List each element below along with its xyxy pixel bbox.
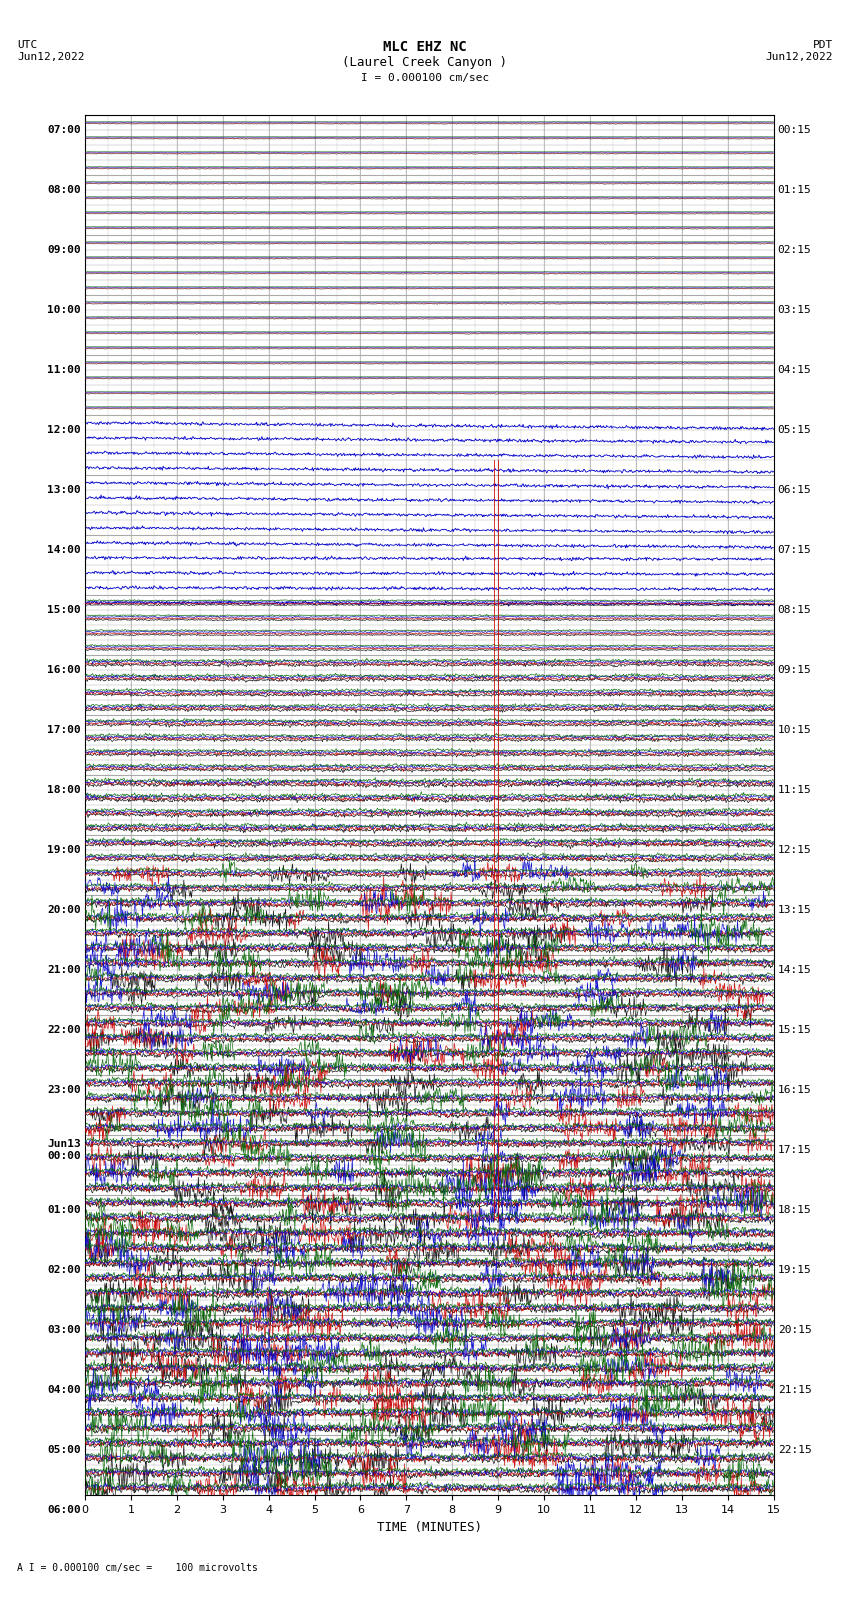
Text: 01:00: 01:00 xyxy=(47,1205,81,1215)
Text: (Laurel Creek Canyon ): (Laurel Creek Canyon ) xyxy=(343,56,507,69)
Text: 12:15: 12:15 xyxy=(778,845,812,855)
Text: A I = 0.000100 cm/sec =    100 microvolts: A I = 0.000100 cm/sec = 100 microvolts xyxy=(17,1563,258,1573)
Text: 07:00: 07:00 xyxy=(47,126,81,135)
Text: 22:00: 22:00 xyxy=(47,1026,81,1036)
Text: 10:15: 10:15 xyxy=(778,726,812,736)
Text: 15:00: 15:00 xyxy=(47,605,81,615)
Text: PDT
Jun12,2022: PDT Jun12,2022 xyxy=(766,40,833,61)
Text: 21:00: 21:00 xyxy=(47,965,81,976)
Text: 00:15: 00:15 xyxy=(778,126,812,135)
Text: 20:00: 20:00 xyxy=(47,905,81,915)
Text: MLC EHZ NC: MLC EHZ NC xyxy=(383,40,467,55)
Text: 17:15: 17:15 xyxy=(778,1145,812,1155)
Text: 01:15: 01:15 xyxy=(778,185,812,195)
Text: 04:00: 04:00 xyxy=(47,1386,81,1395)
X-axis label: TIME (MINUTES): TIME (MINUTES) xyxy=(377,1521,482,1534)
Text: 11:00: 11:00 xyxy=(47,365,81,376)
Text: I = 0.000100 cm/sec: I = 0.000100 cm/sec xyxy=(361,73,489,82)
Text: 11:15: 11:15 xyxy=(778,786,812,795)
Text: 06:15: 06:15 xyxy=(778,486,812,495)
Text: 05:00: 05:00 xyxy=(47,1445,81,1455)
Text: 14:00: 14:00 xyxy=(47,545,81,555)
Text: Jun13
00:00: Jun13 00:00 xyxy=(47,1139,81,1161)
Text: 08:15: 08:15 xyxy=(778,605,812,615)
Text: 21:15: 21:15 xyxy=(778,1386,812,1395)
Text: 05:15: 05:15 xyxy=(778,426,812,436)
Text: 03:15: 03:15 xyxy=(778,305,812,315)
Text: 02:00: 02:00 xyxy=(47,1265,81,1276)
Text: 23:00: 23:00 xyxy=(47,1086,81,1095)
Text: 03:00: 03:00 xyxy=(47,1326,81,1336)
Text: 18:15: 18:15 xyxy=(778,1205,812,1215)
Text: 02:15: 02:15 xyxy=(778,245,812,255)
Text: 19:15: 19:15 xyxy=(778,1265,812,1276)
Text: 16:15: 16:15 xyxy=(778,1086,812,1095)
Text: 19:00: 19:00 xyxy=(47,845,81,855)
Text: 04:15: 04:15 xyxy=(778,365,812,376)
Text: 20:15: 20:15 xyxy=(778,1326,812,1336)
Text: 22:15: 22:15 xyxy=(778,1445,812,1455)
Text: 08:00: 08:00 xyxy=(47,185,81,195)
Text: 13:00: 13:00 xyxy=(47,486,81,495)
Text: 15:15: 15:15 xyxy=(778,1026,812,1036)
Text: 09:15: 09:15 xyxy=(778,665,812,676)
Text: 06:00: 06:00 xyxy=(47,1505,81,1515)
Text: 13:15: 13:15 xyxy=(778,905,812,915)
Text: 10:00: 10:00 xyxy=(47,305,81,315)
Text: 12:00: 12:00 xyxy=(47,426,81,436)
Text: UTC
Jun12,2022: UTC Jun12,2022 xyxy=(17,40,84,61)
Text: 07:15: 07:15 xyxy=(778,545,812,555)
Text: 17:00: 17:00 xyxy=(47,726,81,736)
Text: 16:00: 16:00 xyxy=(47,665,81,676)
Text: 09:00: 09:00 xyxy=(47,245,81,255)
Text: 14:15: 14:15 xyxy=(778,965,812,976)
Text: 18:00: 18:00 xyxy=(47,786,81,795)
